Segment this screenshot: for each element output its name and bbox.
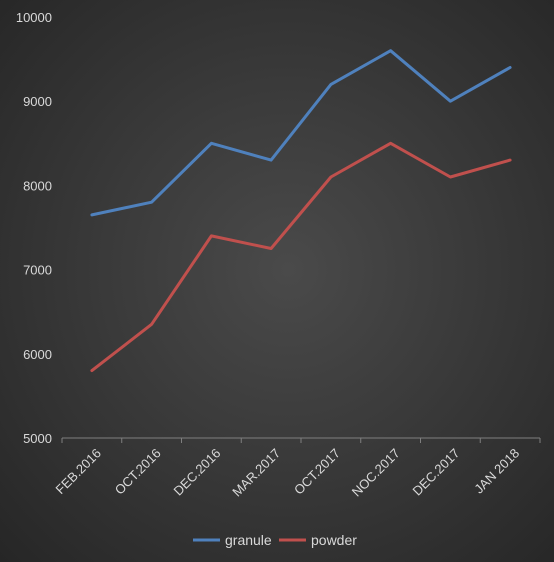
- y-tick-label: 6000: [23, 347, 52, 362]
- y-tick-label: 10000: [16, 10, 52, 25]
- y-tick-label: 5000: [23, 431, 52, 446]
- x-tick-label: DEC.2016: [170, 446, 223, 499]
- x-tick-label: OCT.2016: [112, 446, 164, 498]
- x-tick-label: NOC.2017: [349, 446, 403, 500]
- x-tick-label: DEC.2017: [409, 446, 462, 499]
- x-tick-label: OCT.2017: [291, 446, 343, 498]
- x-tick-label: JAN 2018: [471, 446, 522, 497]
- y-axis: 5000 6000 7000 8000 9000 10000: [16, 10, 52, 446]
- legend-label-powder: powder: [311, 532, 357, 548]
- y-tick-label: 8000: [23, 178, 52, 193]
- legend: granule powder: [193, 532, 357, 548]
- series-line-granule: [90, 49, 512, 217]
- x-axis: FEB.2016 OCT.2016 DEC.2016 MAR.2017 OCT.2017…: [52, 437, 541, 500]
- y-tick-label: 7000: [23, 263, 52, 278]
- y-tick-label: 9000: [23, 94, 52, 109]
- series-layer: [90, 49, 512, 373]
- legend-label-granule: granule: [225, 532, 272, 548]
- series-line-powder: [90, 141, 512, 373]
- x-tick-label: MAR.2017: [229, 446, 283, 500]
- x-tick-label: FEB.2016: [52, 446, 103, 497]
